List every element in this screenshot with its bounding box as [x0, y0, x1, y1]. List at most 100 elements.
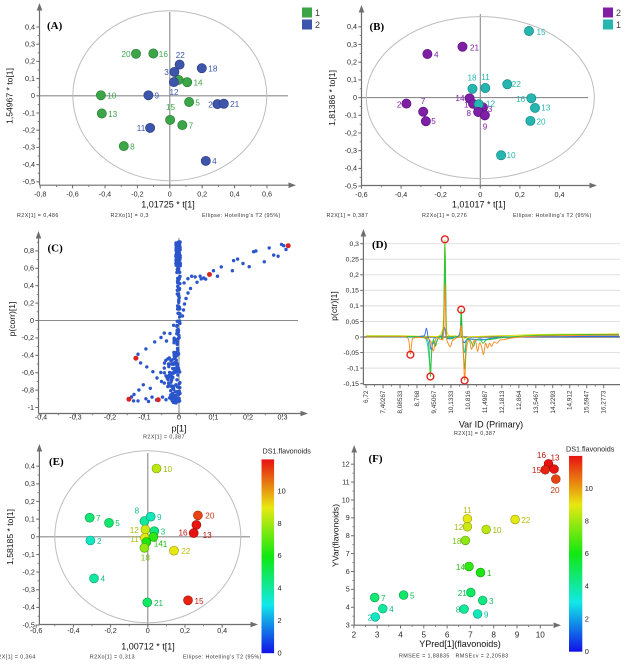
svg-text:11,4987: 11,4987	[482, 390, 489, 413]
svg-text:1: 1	[616, 20, 621, 30]
svg-text:13: 13	[541, 104, 551, 113]
svg-text:11: 11	[481, 73, 490, 82]
svg-text:-0,1: -0,1	[138, 413, 150, 422]
svg-text:4: 4	[278, 584, 282, 593]
svg-text:1: 1	[487, 569, 492, 578]
svg-text:10: 10	[107, 92, 117, 101]
svg-text:15,5947: 15,5947	[584, 390, 591, 414]
svg-text:0,05: 0,05	[346, 319, 359, 326]
svg-text:2: 2	[367, 613, 372, 622]
svg-text:13,5467: 13,5467	[533, 390, 540, 414]
svg-text:8: 8	[466, 109, 471, 118]
svg-text:-0,4: -0,4	[23, 160, 35, 169]
svg-text:0,4: 0,4	[217, 626, 227, 635]
svg-text:21: 21	[458, 589, 468, 598]
svg-text:0,4: 0,4	[24, 281, 34, 290]
svg-text:-0,6: -0,6	[22, 368, 34, 377]
svg-text:0,4: 0,4	[25, 22, 35, 31]
svg-text:15: 15	[537, 28, 547, 37]
svg-text:9: 9	[155, 92, 160, 101]
svg-text:0: 0	[585, 647, 589, 656]
svg-text:1,58185 * to[1]: 1,58185 * to[1]	[5, 509, 15, 565]
svg-text:p[1]: p[1]	[171, 424, 186, 434]
svg-text:2: 2	[208, 100, 213, 109]
svg-text:8,768: 8,768	[414, 390, 421, 406]
svg-text:7: 7	[346, 549, 350, 558]
svg-text:12,1813: 12,1813	[499, 390, 506, 414]
svg-text:9: 9	[515, 630, 520, 639]
svg-text:5: 5	[115, 519, 120, 528]
svg-text:R2Xo[1] = 0,276: R2Xo[1] = 0,276	[422, 213, 467, 219]
svg-text:0,4: 0,4	[25, 462, 35, 471]
svg-text:3: 3	[489, 597, 494, 606]
svg-text:R2X[1] = 0,364: R2X[1] = 0,364	[0, 654, 36, 660]
svg-text:-0,3: -0,3	[23, 585, 35, 594]
svg-text:-0,1: -0,1	[23, 550, 35, 559]
svg-text:16: 16	[159, 50, 169, 59]
svg-text:8: 8	[585, 516, 589, 525]
svg-text:-0,5: -0,5	[345, 181, 357, 190]
svg-text:18: 18	[452, 537, 462, 546]
svg-text:2: 2	[278, 616, 282, 625]
svg-text:6,72: 6,72	[363, 390, 370, 403]
svg-text:11: 11	[137, 124, 146, 133]
svg-text:0,3: 0,3	[25, 479, 35, 488]
svg-text:5: 5	[346, 585, 350, 594]
svg-text:-0,1: -0,1	[345, 111, 357, 120]
svg-text:0,2: 0,2	[25, 497, 35, 506]
svg-text:-0,15: -0,15	[343, 381, 359, 388]
svg-text:(C): (C)	[48, 243, 64, 255]
svg-text:-0,3: -0,3	[345, 146, 357, 155]
svg-text:16: 16	[178, 529, 188, 538]
svg-text:22: 22	[181, 547, 191, 556]
svg-text:14: 14	[456, 563, 466, 572]
svg-text:4: 4	[398, 630, 403, 639]
svg-text:YPred[1](flavonoids): YPred[1](flavonoids)	[419, 639, 501, 649]
svg-text:2: 2	[352, 630, 357, 639]
svg-text:0: 0	[168, 190, 172, 199]
svg-text:8: 8	[491, 630, 496, 639]
svg-text:p(corr)[1]: p(corr)[1]	[7, 302, 17, 337]
svg-text:-0,2: -0,2	[23, 567, 35, 576]
svg-text:18: 18	[467, 74, 477, 83]
svg-text:6: 6	[585, 549, 589, 558]
svg-text:0,25: 0,25	[346, 257, 359, 264]
svg-text:13: 13	[551, 453, 561, 462]
svg-text:7: 7	[468, 630, 473, 639]
svg-text:Ellipse: Hotelling's T2 (95%): Ellipse: Hotelling's T2 (95%)	[183, 654, 262, 660]
svg-text:0: 0	[355, 334, 359, 341]
svg-text:-0,4: -0,4	[35, 413, 47, 422]
svg-text:14: 14	[194, 79, 204, 88]
svg-text:20: 20	[205, 512, 215, 521]
svg-text:16: 16	[516, 95, 526, 104]
svg-text:Ellipse: Hotelling's T2 (95%): Ellipse: Hotelling's T2 (95%)	[202, 213, 281, 219]
svg-text:-0,2: -0,2	[345, 128, 357, 137]
svg-text:9: 9	[346, 513, 350, 522]
svg-text:-0,2: -0,2	[131, 190, 143, 199]
svg-text:1,01017 * t[1]: 1,01017 * t[1]	[452, 200, 506, 210]
svg-text:14,912: 14,912	[567, 390, 574, 410]
svg-text:-0,4: -0,4	[345, 164, 357, 173]
svg-text:14,2293: 14,2293	[550, 390, 557, 414]
svg-text:0,6: 0,6	[24, 264, 34, 273]
svg-text:10: 10	[278, 487, 286, 496]
svg-text:9: 9	[484, 610, 489, 619]
svg-text:6: 6	[278, 551, 282, 560]
svg-text:0,1: 0,1	[25, 514, 35, 523]
svg-text:-0,4: -0,4	[22, 351, 34, 360]
svg-text:0: 0	[353, 93, 357, 102]
svg-text:0,2: 0,2	[24, 298, 34, 307]
svg-text:7,40267: 7,40267	[380, 390, 387, 414]
svg-text:7: 7	[189, 121, 194, 130]
svg-text:12: 12	[454, 523, 464, 532]
svg-text:YVar(flavonoids): YVar(flavonoids)	[331, 504, 341, 567]
svg-text:21: 21	[470, 44, 480, 53]
svg-text:0,2: 0,2	[347, 58, 357, 67]
svg-text:0,1: 0,1	[209, 413, 219, 422]
svg-text:20: 20	[551, 486, 561, 495]
svg-text:3: 3	[375, 630, 380, 639]
svg-text:1: 1	[183, 77, 188, 86]
svg-text:18: 18	[208, 65, 218, 74]
svg-text:2: 2	[397, 100, 402, 109]
svg-text:0,8: 0,8	[24, 246, 34, 255]
